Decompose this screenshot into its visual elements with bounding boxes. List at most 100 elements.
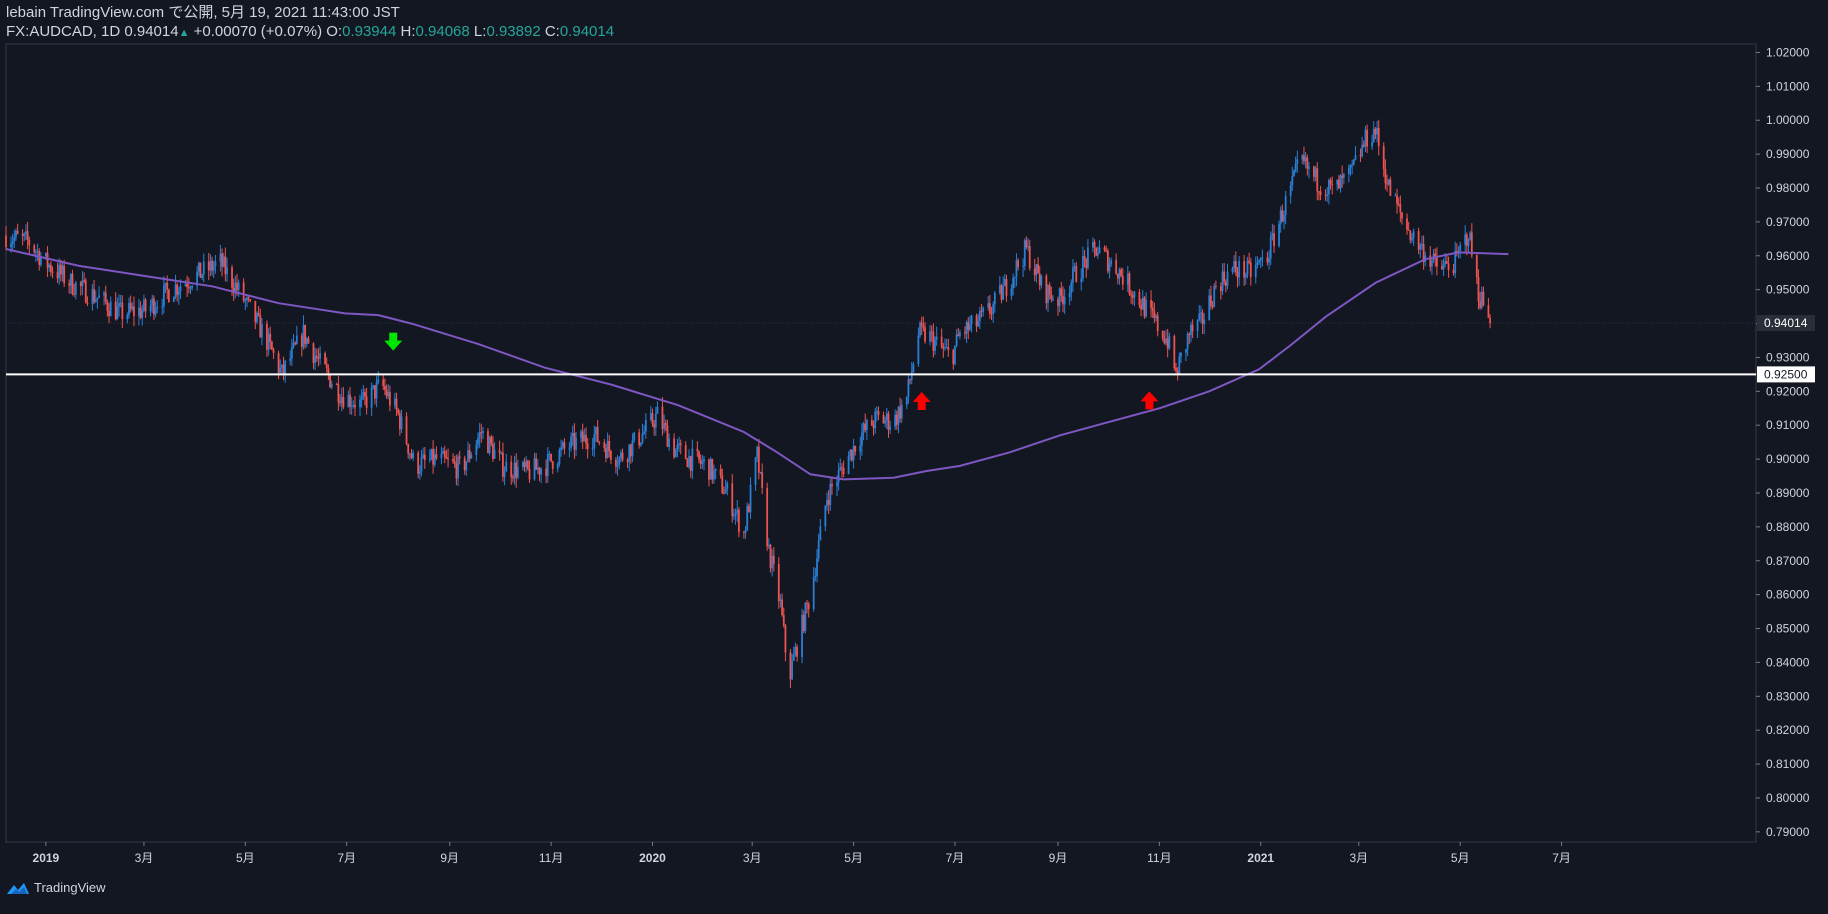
- candle-body: [1459, 244, 1462, 251]
- candle-body: [586, 443, 589, 450]
- candle-body: [63, 265, 66, 284]
- candle-body: [533, 458, 536, 480]
- candle-body: [1161, 331, 1164, 339]
- candle-body: [849, 449, 852, 457]
- candle-body: [1349, 164, 1352, 168]
- candle-body: [1120, 269, 1123, 276]
- candle-body: [560, 447, 562, 451]
- candle-body: [583, 434, 586, 442]
- candle-body: [234, 282, 237, 293]
- candle-body: [575, 437, 577, 450]
- candle-body: [674, 449, 677, 458]
- candle-body: [199, 262, 202, 278]
- candle-body: [246, 297, 248, 301]
- candle-body: [668, 438, 671, 447]
- candle-body: [1440, 266, 1443, 270]
- candles-group: [5, 119, 1491, 689]
- candle-body: [317, 357, 320, 359]
- candle-body: [664, 422, 667, 426]
- candle-body: [909, 379, 911, 381]
- x-tick-label: 3月: [1349, 851, 1368, 865]
- candle-body: [631, 440, 634, 457]
- candle-body: [153, 298, 155, 315]
- candle-body: [1329, 180, 1332, 185]
- candle-body: [1337, 179, 1340, 189]
- candle-body: [91, 288, 94, 304]
- candle-body: [314, 355, 317, 363]
- candle-body: [1005, 279, 1008, 296]
- candle-body: [568, 447, 571, 449]
- candle-body: [1331, 184, 1334, 186]
- candle-body: [1057, 299, 1059, 306]
- candle-body: [769, 544, 772, 569]
- candle-body: [618, 457, 621, 465]
- candle-body: [598, 441, 601, 443]
- candle-body: [1487, 305, 1490, 318]
- symbol-label[interactable]: FX:AUDCAD, 1D: [6, 23, 121, 40]
- last-price-label: 0.94014: [1764, 316, 1808, 330]
- candle-body: [1376, 127, 1378, 135]
- candle-body: [1219, 286, 1222, 292]
- candle-body: [15, 230, 17, 237]
- candle-body: [447, 458, 449, 460]
- candle-body: [458, 456, 461, 459]
- candle-body: [339, 401, 341, 404]
- candle-body: [804, 602, 807, 632]
- candle-body: [563, 442, 566, 449]
- candle-body: [475, 444, 478, 455]
- candle-body: [377, 379, 380, 383]
- candle-body: [591, 447, 594, 450]
- candle-body: [827, 499, 830, 505]
- candle-body: [1396, 195, 1398, 205]
- candle-body: [907, 379, 910, 397]
- candle-body: [166, 282, 169, 290]
- candle-body: [231, 267, 233, 288]
- candle-body: [1052, 299, 1054, 301]
- candle-body: [1273, 233, 1275, 247]
- x-tick-label: 11月: [539, 851, 563, 865]
- y-tick-label: 0.85000: [1766, 622, 1810, 636]
- candle-body: [324, 353, 326, 365]
- candle-body: [96, 297, 99, 300]
- candle-body: [930, 331, 933, 333]
- candle-body: [28, 239, 31, 246]
- candle-body: [1347, 167, 1350, 175]
- candle-body: [452, 458, 454, 462]
- candle-body: [1012, 278, 1015, 289]
- candle-body: [1156, 315, 1159, 332]
- candle-body: [1108, 264, 1111, 272]
- candle-body: [1130, 293, 1133, 296]
- brand-name: TradingView: [34, 880, 106, 895]
- low-label: L:: [473, 23, 487, 40]
- candle-body: [254, 300, 257, 323]
- candle-body: [1477, 277, 1480, 302]
- candle-body: [689, 456, 692, 471]
- candle-body: [463, 458, 466, 471]
- candle-body: [791, 661, 793, 680]
- candle-body: [397, 409, 400, 414]
- candle-body: [302, 324, 305, 347]
- candle-body: [176, 284, 179, 295]
- candle-body: [829, 483, 832, 505]
- candle-body: [156, 306, 159, 309]
- candle-body: [1327, 180, 1330, 195]
- candle-body: [1151, 307, 1154, 312]
- candle-body: [919, 322, 921, 336]
- footer-brand[interactable]: TradingView: [6, 880, 106, 895]
- candle-body: [114, 301, 117, 320]
- candle-body: [139, 307, 142, 318]
- candle-body: [342, 397, 345, 408]
- candle-body: [513, 462, 516, 479]
- candle-body: [289, 358, 292, 361]
- candle-body: [1489, 317, 1491, 324]
- candle-body: [375, 382, 378, 399]
- last-price: 0.94014: [124, 23, 179, 40]
- candle-body: [1479, 301, 1482, 308]
- candle-body: [852, 446, 855, 461]
- candle-body: [521, 462, 524, 468]
- candle-body: [202, 261, 205, 275]
- candle-body: [106, 301, 109, 311]
- candle-body: [1070, 282, 1073, 293]
